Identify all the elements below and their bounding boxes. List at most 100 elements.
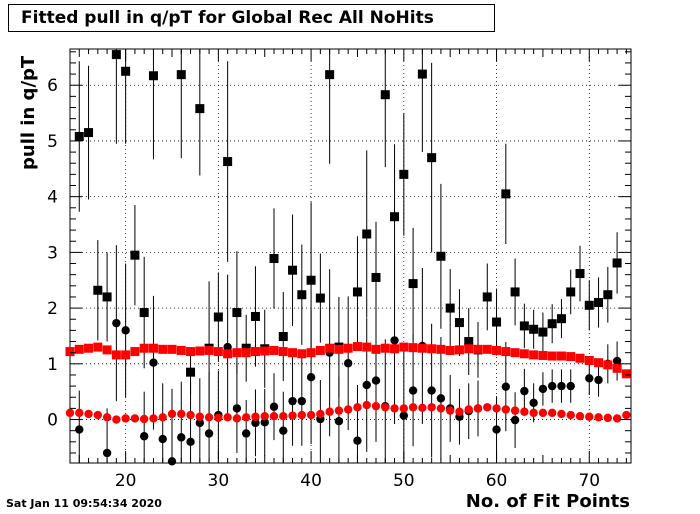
data-point-circle <box>269 411 279 421</box>
data-point-square <box>195 104 205 114</box>
data-point-square <box>427 153 437 163</box>
x-tick-label: 40 <box>300 471 322 491</box>
data-point-square <box>93 285 103 295</box>
data-point-circle <box>223 342 232 352</box>
data-point-square <box>325 343 335 353</box>
y-axis-label: pull in q/pT <box>18 55 39 170</box>
data-point-square <box>148 71 158 81</box>
data-point-circle <box>445 406 455 415</box>
data-point-circle <box>353 436 362 445</box>
data-point-circle <box>288 411 297 420</box>
data-point-square <box>492 317 502 327</box>
data-point-square <box>501 347 511 357</box>
data-point-square <box>93 342 103 352</box>
data-point-circle <box>399 411 409 420</box>
data-point-square <box>492 345 502 355</box>
data-point-circle <box>492 404 501 413</box>
data-point-circle <box>260 418 269 427</box>
data-point-circle <box>65 408 75 418</box>
data-point-square <box>121 66 131 76</box>
data-point-square <box>529 350 539 360</box>
data-point-circle <box>279 411 288 421</box>
data-point-square <box>102 345 112 355</box>
data-point-circle <box>102 413 112 422</box>
data-point-square <box>417 69 427 79</box>
data-point-square <box>288 348 298 358</box>
data-point-circle <box>418 403 427 413</box>
data-point-square <box>371 344 381 354</box>
data-point-circle <box>529 398 538 408</box>
data-point-square <box>547 319 557 329</box>
data-point-square <box>584 355 594 365</box>
data-point-circle <box>547 381 557 391</box>
data-point-circle <box>538 384 548 394</box>
data-point-circle <box>121 326 130 335</box>
data-point-square <box>464 337 474 347</box>
data-point-circle <box>585 374 594 383</box>
data-point-circle <box>427 386 436 395</box>
data-point-square <box>297 290 307 300</box>
data-point-square <box>575 269 585 279</box>
data-point-square <box>473 344 483 354</box>
data-point-square <box>519 321 529 331</box>
data-point-circle <box>390 336 399 345</box>
data-point-circle <box>427 403 436 412</box>
data-point-square <box>464 344 474 354</box>
data-point-circle <box>547 408 557 418</box>
data-point-square <box>594 358 604 368</box>
data-point-circle <box>130 414 140 423</box>
data-point-circle <box>232 404 242 413</box>
timestamp: Sat Jan 11 09:54:34 2020 <box>6 497 162 510</box>
y-tick-label: 0 <box>47 411 58 431</box>
data-point-circle <box>112 415 121 424</box>
data-point-circle <box>483 403 492 412</box>
data-point-circle <box>455 407 464 416</box>
data-point-circle <box>139 432 149 441</box>
data-point-square <box>501 189 511 199</box>
data-point-square <box>603 290 613 300</box>
data-point-circle <box>241 429 251 438</box>
data-point-circle <box>510 406 520 415</box>
data-point-square <box>390 344 400 354</box>
data-point-circle <box>353 403 362 412</box>
data-point-square <box>158 344 168 354</box>
data-point-circle <box>566 410 575 420</box>
data-point-square <box>566 352 576 362</box>
data-point-square <box>306 275 316 285</box>
data-point-square <box>121 350 131 360</box>
data-point-circle <box>408 386 418 395</box>
x-tick-label: 70 <box>578 471 600 491</box>
x-tick-label: 20 <box>115 471 137 491</box>
data-point-square <box>510 348 520 358</box>
data-point-square <box>223 157 233 167</box>
data-point-circle <box>269 402 279 411</box>
y-tick-label: 4 <box>47 188 58 208</box>
data-point-square <box>380 90 390 100</box>
data-point-square <box>371 272 381 282</box>
data-point-square <box>315 293 325 303</box>
data-point-circle <box>343 359 353 368</box>
data-point-square <box>139 308 149 318</box>
data-point-square <box>250 347 260 357</box>
data-point-square <box>260 346 270 356</box>
data-point-circle <box>566 381 575 391</box>
data-point-circle <box>223 413 232 422</box>
data-point-circle <box>325 407 334 416</box>
data-point-square <box>232 348 242 358</box>
data-point-circle <box>362 400 371 410</box>
data-point-square <box>408 279 418 289</box>
data-point-circle <box>306 372 316 382</box>
x-axis-label: No. of Fit Points <box>465 491 630 512</box>
x-tick-label: 30 <box>208 471 230 491</box>
data-point-circle <box>251 412 260 421</box>
data-point-circle <box>260 411 269 421</box>
data-point-square <box>74 131 84 141</box>
data-point-square <box>538 350 548 360</box>
data-point-circle <box>316 409 325 419</box>
data-point-square <box>612 363 622 373</box>
data-point-square <box>556 314 566 324</box>
data-point-circle <box>557 409 566 419</box>
data-point-circle <box>177 409 186 419</box>
data-point-circle <box>93 410 103 420</box>
